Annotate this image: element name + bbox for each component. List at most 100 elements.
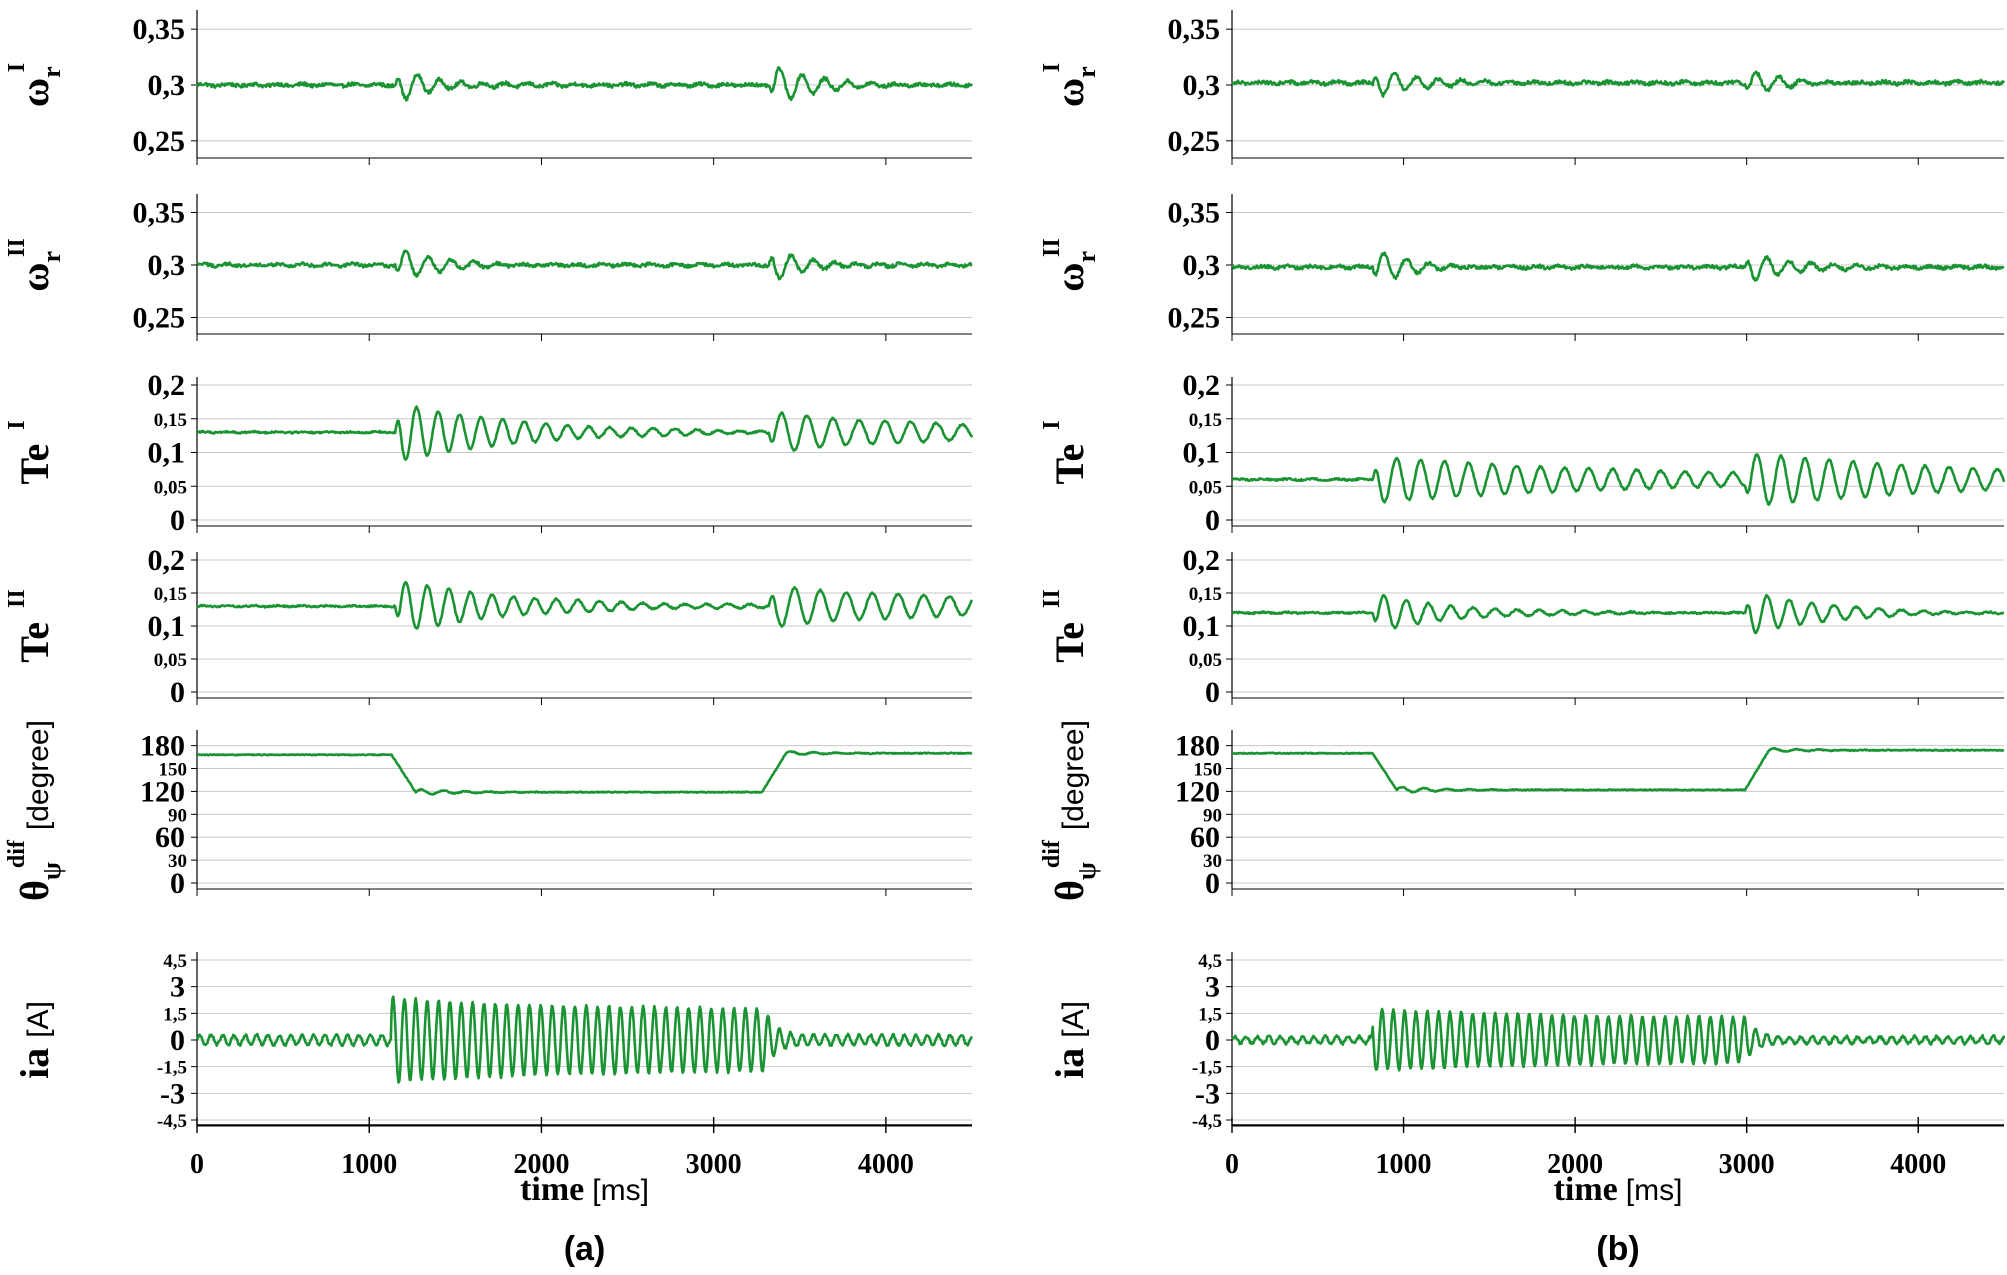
series-line-te-I bbox=[1231, 453, 2006, 506]
svg-text:θψdif[degree]: θψdif [degree] bbox=[4, 720, 66, 901]
x-axis: 0 1000 2000 3000 4000 time [ms] bbox=[190, 1117, 972, 1208]
y-tick-label: 1,5 bbox=[1198, 1004, 1222, 1025]
y-tick-label: 0,35 bbox=[1168, 197, 1221, 230]
y-tick-label: -3 bbox=[1195, 1077, 1220, 1110]
y-tick-label: 120 bbox=[1175, 775, 1220, 808]
subplot-ia: 4,531,50-1,5-3-4,5 ia [A] bbox=[12, 951, 974, 1133]
y-tick-label: 0,1 bbox=[148, 610, 186, 643]
x-tick-label: 0 bbox=[1225, 1149, 1239, 1180]
x-axis-title: time [ms] bbox=[520, 1171, 649, 1208]
series-line-te-I bbox=[196, 405, 974, 461]
y-tick-label: 0 bbox=[170, 504, 185, 537]
subplot-te-II: 0,2 0,15 0,1 0,05 0 Te II bbox=[4, 544, 974, 709]
y-tick-label: 0,15 bbox=[1189, 584, 1222, 605]
y-tick-label: 0,3 bbox=[148, 249, 186, 282]
y-tick-label: 0,2 bbox=[1183, 544, 1221, 577]
y-tick-label: 0,2 bbox=[148, 544, 186, 577]
y-tick-label: 0,3 bbox=[1183, 249, 1221, 282]
y-label-main: Te bbox=[12, 622, 57, 663]
svg-text:ωrI: ωrI bbox=[1039, 63, 1101, 107]
y-tick-label: 0 bbox=[1205, 1024, 1220, 1057]
y-tick-label: 1,5 bbox=[163, 1004, 187, 1025]
y-tick-label: 3 bbox=[1205, 971, 1220, 1004]
x-axis-title: time [ms] bbox=[1554, 1171, 1683, 1208]
x-tick-label: 4000 bbox=[858, 1149, 914, 1180]
svg-text:ia[A]: ia [A] bbox=[12, 1001, 57, 1079]
y-tick-label: 0,1 bbox=[148, 437, 186, 470]
y-tick-label: 0,35 bbox=[133, 197, 186, 230]
y-label-subscript: r bbox=[1072, 66, 1101, 78]
y-tick-label: 30 bbox=[168, 851, 187, 872]
subplot-omega-r-II: 0,35 0,3 0,25 ωr II bbox=[1039, 194, 2005, 341]
panel-caption: (a) bbox=[564, 1230, 606, 1268]
y-tick-label: -4,5 bbox=[1192, 1111, 1222, 1132]
y-label-superscript: I bbox=[4, 420, 30, 429]
panel-caption: (b) bbox=[1596, 1230, 1639, 1268]
subplot-te-II: 0,2 0,15 0,1 0,05 0 Te II bbox=[1039, 544, 2005, 709]
y-axis-label: Te II bbox=[1039, 589, 1092, 662]
subplot-omega-r-I: 0,35 0,3 0,25 ωrI bbox=[4, 10, 974, 165]
svg-text:TeII: Te II bbox=[1039, 589, 1092, 662]
y-label-superscript: II bbox=[4, 589, 30, 608]
y-tick-label: 60 bbox=[155, 821, 185, 854]
y-tick-label: 0,2 bbox=[1183, 369, 1221, 402]
y-tick-label: 0,15 bbox=[154, 410, 187, 431]
y-tick-label: 0,1 bbox=[1183, 437, 1221, 470]
x-tick-label: 2000 bbox=[513, 1149, 569, 1180]
y-tick-label: 0 bbox=[1205, 504, 1220, 537]
y-tick-label: 60 bbox=[1190, 821, 1220, 854]
y-label-subscript: r bbox=[37, 251, 66, 263]
y-label-main: θ bbox=[12, 880, 57, 901]
svg-text:ωrII: ωr II bbox=[1039, 238, 1101, 291]
y-tick-label: 0 bbox=[1205, 867, 1220, 900]
series-line-te-II bbox=[1231, 593, 2005, 635]
y-tick-label: 4,5 bbox=[1198, 951, 1222, 972]
svg-text:θψdif[degree]: θψdif [degree] bbox=[1039, 720, 1101, 901]
y-label-unit: [A] bbox=[1057, 1001, 1090, 1038]
series-line-omega-r-I bbox=[1230, 70, 2006, 98]
y-tick-label: 0,3 bbox=[148, 69, 186, 102]
y-tick-label: 180 bbox=[140, 730, 185, 763]
y-label-subscript: ψ bbox=[37, 862, 66, 880]
y-tick-label: 0,25 bbox=[133, 302, 186, 335]
x-title-unit: [ms] bbox=[592, 1174, 649, 1207]
x-title-main: time bbox=[1554, 1171, 1618, 1208]
y-tick-label: 0,05 bbox=[1189, 477, 1222, 498]
series-line-omega-r-II bbox=[1231, 251, 2005, 282]
y-label-superscript: I bbox=[1039, 420, 1065, 429]
y-tick-label: 0,15 bbox=[1189, 410, 1222, 431]
y-label-superscript: dif bbox=[4, 839, 30, 868]
y-label-main: Te bbox=[12, 444, 57, 485]
y-tick-label: 0,1 bbox=[1183, 610, 1221, 643]
y-label-unit: [degree] bbox=[22, 720, 55, 830]
y-label-main: Te bbox=[1047, 444, 1092, 485]
y-label-unit: [degree] bbox=[1057, 720, 1090, 830]
series-line-omega-r-II bbox=[196, 249, 973, 281]
y-tick-label: 30 bbox=[1203, 851, 1222, 872]
y-tick-label: 0,25 bbox=[1168, 125, 1221, 158]
y-axis-label: Te I bbox=[1039, 420, 1092, 484]
x-tick-label: 2000 bbox=[1547, 1149, 1603, 1180]
y-label-main: ω bbox=[1047, 78, 1092, 107]
y-axis-label: ωr II bbox=[1039, 238, 1101, 291]
svg-text:TeI: Te I bbox=[1039, 420, 1092, 484]
y-tick-label: 90 bbox=[1203, 805, 1222, 826]
y-label-superscript: II bbox=[1039, 589, 1065, 608]
y-tick-label: 0,15 bbox=[154, 584, 187, 605]
y-label-superscript: I bbox=[4, 63, 30, 72]
y-label-unit: [A] bbox=[22, 1001, 55, 1038]
y-tick-label: -3 bbox=[160, 1077, 185, 1110]
y-label-main: ω bbox=[1047, 262, 1092, 291]
y-axis-label: ωr II bbox=[4, 238, 66, 291]
y-axis-label: θψdif [degree] bbox=[1039, 720, 1101, 901]
y-label-main: θ bbox=[1047, 880, 1092, 901]
y-tick-label: 180 bbox=[1175, 730, 1220, 763]
y-axis-label: Te I bbox=[4, 420, 57, 484]
y-tick-label: 0 bbox=[170, 676, 185, 709]
y-tick-label: 4,5 bbox=[163, 951, 187, 972]
x-axis: 0 1000 2000 3000 4000 time [ms] bbox=[1225, 1117, 2004, 1208]
y-label-subscript: r bbox=[37, 66, 66, 78]
